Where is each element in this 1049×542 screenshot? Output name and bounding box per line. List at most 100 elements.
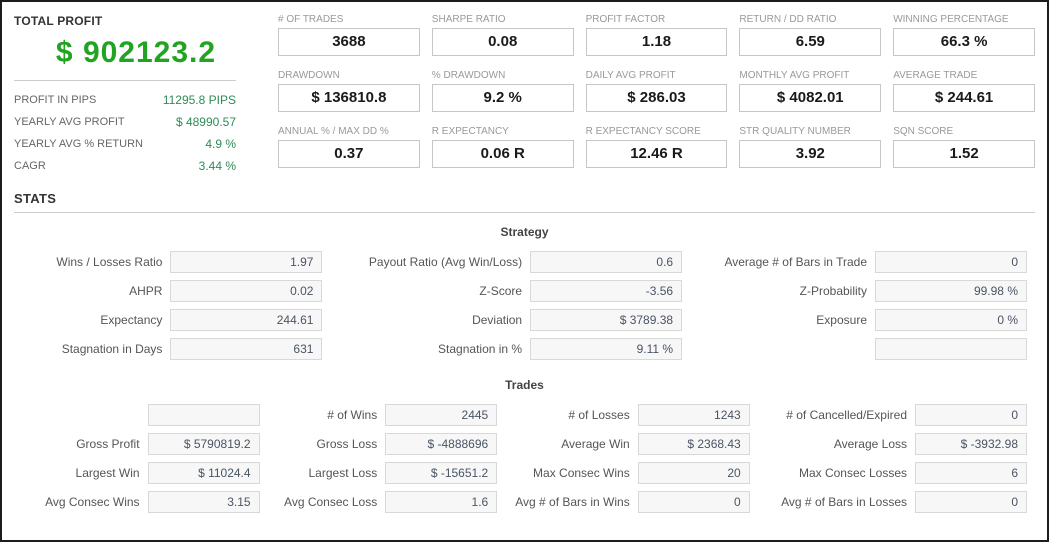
stat-label: # of Cancelled/Expired (786, 408, 907, 422)
stat-value-box: 0.6 (530, 251, 683, 273)
metric-label: # OF TRADES (278, 14, 344, 25)
stat-cell: # of Cancelled/Expired 0 (760, 404, 1027, 426)
stat-label: Payout Ratio (Avg Win/Loss) (368, 255, 523, 269)
stat-cell: Exposure 0 % (692, 309, 1027, 331)
metric-cell-num-trades: # OF TRADES 3688 (278, 14, 420, 56)
strategy-table: Wins / Losses Ratio 1.97 Payout Ratio (A… (14, 251, 1035, 360)
stat-value-box: -3.56 (530, 280, 683, 302)
metric-label: SHARPE RATIO (431, 14, 506, 25)
stat-label: Deviation (472, 313, 523, 327)
stat-value-box: $ -3932.98 (915, 433, 1027, 455)
stat-cell: # of Wins 2445 (270, 404, 498, 426)
stat-cell: Gross Profit $ 5790819.2 (22, 433, 260, 455)
summary-value: 3.44 % (198, 159, 236, 173)
metric-cell-drawdown: DRAWDOWN $ 136810.8 (278, 70, 420, 112)
stat-cell: Stagnation in Days 631 (22, 338, 323, 360)
metric-value-box: 1.52 (893, 140, 1035, 168)
stat-cell: AHPR 0.02 (22, 280, 323, 302)
metric-grid: # OF TRADES 3688 SHARPE RATIO 0.08 PROFI… (278, 12, 1035, 177)
stat-cell: Average Win $ 2368.43 (507, 433, 750, 455)
stat-label: # of Losses (568, 408, 630, 422)
stat-cell: Largest Win $ 11024.4 (22, 462, 260, 484)
stat-value-box: 0.02 (170, 280, 323, 302)
metric-value-box: $ 286.03 (585, 84, 728, 112)
stat-value-box: 0 (637, 491, 750, 513)
stat-label: Z-Probability (799, 284, 867, 298)
stat-label: Max Consec Losses (798, 466, 907, 480)
stat-value-box: 6 (915, 462, 1027, 484)
stat-label: Gross Profit (76, 437, 140, 451)
summary-label: YEARLY AVG PROFIT (14, 116, 125, 128)
stat-value-box (875, 338, 1027, 360)
stat-label: Expectancy (100, 313, 163, 327)
metric-cell-sqn-score: SQN SCORE 1.52 (893, 126, 1035, 168)
metric-value-box: 66.3 % (893, 28, 1035, 56)
summary-value: 11295.8 PIPS (162, 93, 236, 107)
total-profit-panel: TOTAL PROFIT $ 902123.2 PROFIT IN PIPS 1… (14, 12, 258, 177)
metric-value-box: $ 4082.01 (739, 84, 882, 112)
stat-cell-empty (22, 404, 260, 426)
stat-value-box: 2445 (385, 404, 498, 426)
stats-divider (14, 212, 1035, 213)
metric-cell-monthly-avg-profit: MONTHLY AVG PROFIT $ 4082.01 (739, 70, 882, 112)
summary-rows: PROFIT IN PIPS 11295.8 PIPS YEARLY AVG P… (14, 89, 236, 177)
stat-cell: Avg # of Bars in Losses 0 (760, 491, 1027, 513)
stat-value-box: $ -15651.2 (385, 462, 498, 484)
stat-label: Average Loss (833, 437, 907, 451)
stat-value-box: 3.15 (147, 491, 260, 513)
metric-label: DAILY AVG PROFIT (585, 70, 676, 81)
stat-label: Avg Consec Loss (284, 495, 378, 509)
metric-label: AVERAGE TRADE (893, 70, 978, 81)
metric-cell-average-trade: AVERAGE TRADE $ 244.61 (893, 70, 1035, 112)
total-profit-value: $ 902123.2 (55, 36, 217, 69)
stat-cell: Max Consec Wins 20 (507, 462, 750, 484)
stat-label: Avg Consec Wins (45, 495, 140, 509)
metric-label: RETURN / DD RATIO (739, 14, 837, 25)
stat-value-box: 99.98 % (875, 280, 1027, 302)
stat-label: # of Wins (327, 408, 378, 422)
stat-cell-empty (692, 338, 1027, 360)
stat-cell: Payout Ratio (Avg Win/Loss) 0.6 (332, 251, 683, 273)
stat-label: Z-Score (479, 284, 523, 298)
metric-label: ANNUAL % / MAX DD % (278, 126, 389, 137)
stat-label: Largest Win (75, 466, 140, 480)
summary-value: 4.9 % (205, 137, 236, 151)
metric-value-box: 9.2 % (431, 84, 574, 112)
stat-cell: Avg Consec Loss 1.6 (270, 491, 498, 513)
metric-label: % DRAWDOWN (431, 70, 506, 81)
stat-label: Gross Loss (316, 437, 378, 451)
summary-value: $ 48990.57 (175, 115, 236, 129)
stat-value-box: 0 (915, 491, 1027, 513)
stat-cell: Largest Loss $ -15651.2 (270, 462, 498, 484)
metric-value-box: 3688 (278, 28, 420, 56)
stat-label: Max Consec Wins (533, 466, 630, 480)
total-profit-label: TOTAL PROFIT (14, 14, 103, 28)
stats-section-title: STATS (14, 191, 57, 206)
top-area: TOTAL PROFIT $ 902123.2 PROFIT IN PIPS 1… (14, 12, 1035, 177)
stats-header: STATS (14, 191, 1035, 213)
metric-cell-winning-percentage: WINNING PERCENTAGE 66.3 % (893, 14, 1035, 56)
metric-cell-r-expectancy-score: R EXPECTANCY SCORE 12.46 R (585, 126, 728, 168)
metric-label: R EXPECTANCY SCORE (585, 126, 701, 137)
stat-label: Average Win (561, 437, 630, 451)
stat-label: Average # of Bars in Trade (724, 255, 867, 269)
stat-value-box: 631 (170, 338, 323, 360)
summary-label: PROFIT IN PIPS (14, 94, 97, 106)
stat-label: Exposure (816, 313, 867, 327)
stat-value-box: 0 % (875, 309, 1027, 331)
metric-label: WINNING PERCENTAGE (893, 14, 1009, 25)
trades-table: # of Wins 2445 # of Losses 1243 # of Can… (14, 404, 1035, 513)
stat-value-box: $ 3789.38 (530, 309, 683, 331)
stat-value-box: 1.97 (170, 251, 323, 273)
metric-cell-pct-drawdown: % DRAWDOWN 9.2 % (431, 70, 574, 112)
metric-value-box: $ 244.61 (893, 84, 1035, 112)
metric-value-box: 12.46 R (585, 140, 728, 168)
stat-value-box: 0 (875, 251, 1027, 273)
metric-label: R EXPECTANCY (431, 126, 509, 137)
summary-label: YEARLY AVG % RETURN (14, 138, 143, 150)
metric-cell-return-dd-ratio: RETURN / DD RATIO 6.59 (739, 14, 882, 56)
stat-label: Avg # of Bars in Wins (515, 495, 630, 509)
stat-cell: Max Consec Losses 6 (760, 462, 1027, 484)
stat-value-box: $ 2368.43 (637, 433, 750, 455)
stat-label: Largest Loss (308, 466, 378, 480)
